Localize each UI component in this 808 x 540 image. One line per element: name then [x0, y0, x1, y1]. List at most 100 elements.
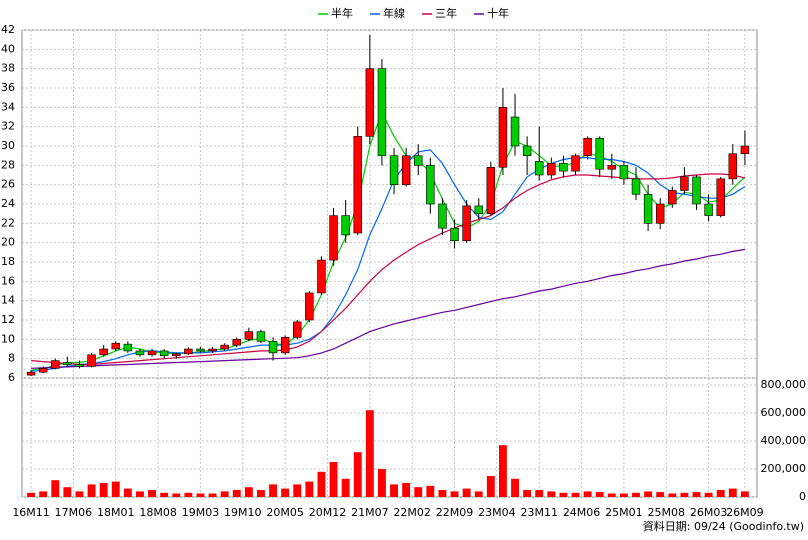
- y-tick-label: 14: [1, 294, 15, 307]
- candle-body: [184, 348, 193, 355]
- candle-body: [414, 155, 423, 166]
- volume-bar: [63, 487, 72, 497]
- y-tick-label: 32: [1, 120, 15, 133]
- volume-bar: [329, 462, 338, 497]
- volume-bar: [353, 452, 362, 497]
- candle-body: [498, 107, 508, 168]
- volume-bar: [87, 484, 96, 497]
- volume-bar: [402, 483, 411, 497]
- candle-body: [111, 342, 120, 350]
- x-tick-label: 23M11: [520, 506, 558, 519]
- candle-body: [692, 176, 701, 205]
- y2-tick-label: 400,000: [761, 434, 807, 447]
- volume-bar: [498, 445, 507, 497]
- candle-body: [716, 178, 725, 216]
- volume-bar: [414, 487, 423, 497]
- candle-body: [75, 364, 84, 367]
- y-tick-label: 38: [1, 62, 15, 75]
- legend-label: 三年: [435, 6, 457, 20]
- volume-bar: [196, 493, 205, 497]
- candle-body: [522, 145, 532, 156]
- candle-body: [595, 137, 604, 170]
- y-tick-label: 22: [1, 216, 15, 229]
- candle-body: [377, 68, 387, 156]
- volume-bar: [632, 492, 640, 497]
- x-tick-label: 17M06: [55, 506, 93, 519]
- candle-body: [655, 203, 665, 224]
- candle-body: [220, 344, 229, 350]
- x-tick-label: 16M11: [12, 506, 50, 519]
- candle-body: [341, 215, 350, 236]
- x-tick-label: 22M02: [393, 506, 431, 519]
- volume-bar: [438, 490, 447, 497]
- volume-bar: [559, 492, 568, 497]
- x-tick-label: 19M10: [224, 506, 262, 519]
- volume-bar: [305, 481, 314, 497]
- x-tick-label: 18M08: [139, 506, 177, 519]
- candle-body: [426, 165, 435, 205]
- candle-body: [680, 176, 689, 191]
- volume-bar: [511, 478, 519, 497]
- candle-body: [450, 227, 459, 242]
- candle-body: [63, 362, 72, 365]
- candle-body: [547, 163, 556, 176]
- candle-body: [728, 153, 738, 180]
- volume-bar: [535, 490, 544, 497]
- volume-bar: [571, 492, 580, 497]
- y-tick-label: 28: [1, 158, 15, 171]
- candle-body: [99, 348, 108, 356]
- candle-body: [643, 194, 653, 224]
- volume-bar: [378, 469, 386, 497]
- volume-bar: [607, 493, 616, 497]
- candle-body: [232, 339, 241, 346]
- x-tick-label: 20M05: [266, 506, 304, 519]
- volume-bar: [317, 471, 326, 497]
- ma-line: [31, 248, 745, 369]
- candle-body: [389, 155, 399, 185]
- footnote: 資料日期: 09/24 (Goodinfo.tw): [643, 519, 804, 533]
- volume-bar: [220, 491, 229, 497]
- y2-tick-label: 800,000: [761, 378, 807, 391]
- x-tick-label: 18M01: [97, 506, 135, 519]
- volume-bar: [583, 491, 592, 497]
- volume-bar: [716, 490, 725, 497]
- candle-body: [607, 165, 617, 170]
- candle-body: [438, 203, 447, 229]
- candle-body: [668, 190, 677, 205]
- volume-bar: [619, 493, 628, 497]
- volume-bar: [148, 490, 156, 497]
- y-tick-label: 30: [1, 139, 15, 152]
- candle-body: [510, 116, 520, 147]
- candle-body: [280, 337, 290, 354]
- volume-bar: [644, 491, 653, 497]
- candle-body: [123, 343, 133, 352]
- x-tick-label: 20M12: [309, 506, 347, 519]
- y-tick-label: 12: [1, 313, 15, 326]
- candle-body: [462, 205, 471, 242]
- candle-body: [51, 360, 60, 369]
- volume-bar: [692, 492, 701, 497]
- volume-bar: [390, 484, 398, 497]
- candle-body: [208, 348, 217, 352]
- candle-body: [244, 331, 254, 340]
- candle-body: [329, 215, 338, 261]
- candle-body: [704, 203, 713, 216]
- y-tick-label: 20: [1, 236, 15, 249]
- x-tick-label: 25M08: [648, 506, 686, 519]
- y-tick-label: 42: [1, 23, 15, 36]
- volume-bar: [728, 488, 737, 497]
- candle-body: [305, 292, 314, 321]
- candle-body: [365, 68, 375, 137]
- candle-body: [317, 259, 326, 294]
- candle-body: [619, 165, 629, 180]
- volume-bar: [547, 491, 556, 497]
- volume-bar: [257, 490, 265, 497]
- candle-body: [583, 137, 592, 156]
- volume-bar: [208, 493, 217, 497]
- y2-tick-label: 0: [799, 490, 806, 503]
- volume-bar: [232, 490, 241, 497]
- volume-bar: [426, 485, 435, 497]
- candle-body: [559, 163, 568, 172]
- y-tick-label: 24: [1, 197, 15, 210]
